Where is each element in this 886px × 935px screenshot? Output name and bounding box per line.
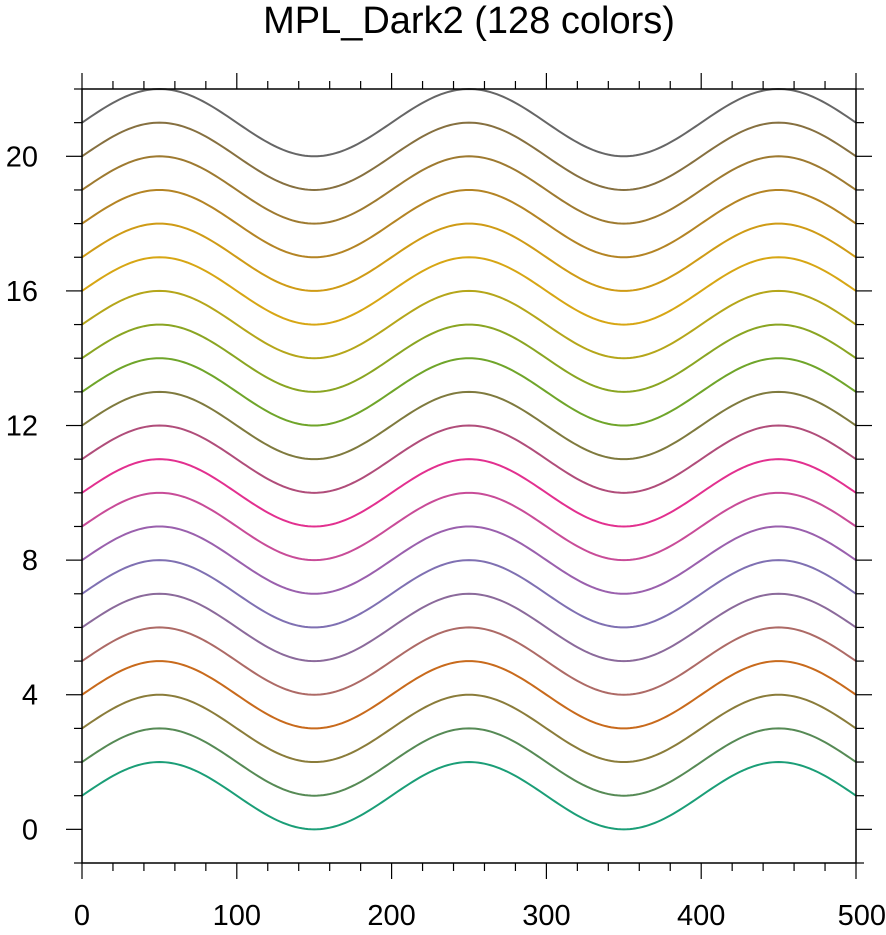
series-line-16 <box>81 222 857 292</box>
plot-frame <box>81 88 857 864</box>
chart-title: MPL_Dark2 (128 colors) <box>263 0 675 42</box>
x-tick-label: 100 <box>213 900 261 932</box>
x-tick-label: 300 <box>522 900 570 932</box>
x-tick-label: 400 <box>677 900 725 932</box>
series-line-5 <box>81 592 857 663</box>
series-line-14 <box>81 289 857 360</box>
y-tick-label: 20 <box>6 141 38 173</box>
series-line-8 <box>81 491 857 562</box>
series-line-7 <box>81 525 857 595</box>
series-line-18 <box>81 155 857 225</box>
series-line-12 <box>81 357 857 427</box>
x-tick-label: 0 <box>74 900 90 932</box>
y-tick-label: 8 <box>22 545 38 577</box>
axis-tick-labels: 0 100 200 300 400 500 0 4 8 12 16 20 <box>6 141 886 932</box>
y-tick-label: 16 <box>6 276 38 308</box>
series-line-6 <box>81 559 857 629</box>
series-line-0 <box>81 761 857 831</box>
series-line-13 <box>81 323 857 393</box>
series-line-17 <box>81 188 857 259</box>
y-tick-label: 4 <box>22 680 38 712</box>
series-line-1 <box>81 727 857 797</box>
series-line-11 <box>81 390 857 461</box>
series-line-4 <box>81 626 857 696</box>
series-line-15 <box>81 256 857 326</box>
series-line-19 <box>81 121 857 191</box>
series-line-9 <box>81 458 857 528</box>
x-tick-label: 200 <box>367 900 415 932</box>
series-lines <box>81 87 857 831</box>
axis-ticks <box>66 73 872 879</box>
y-tick-label: 0 <box>22 814 38 846</box>
series-line-10 <box>81 424 857 494</box>
series-line-2 <box>81 693 857 764</box>
series-line-3 <box>81 660 857 730</box>
x-tick-label: 500 <box>838 900 886 932</box>
y-tick-label: 12 <box>6 411 38 443</box>
